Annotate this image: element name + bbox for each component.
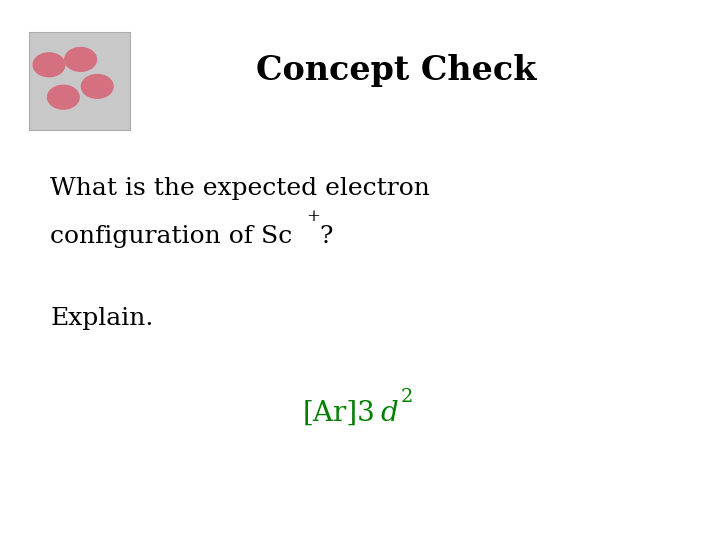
- Text: 2: 2: [400, 388, 413, 406]
- Text: What is the expected electron: What is the expected electron: [50, 178, 431, 200]
- Text: [Ar]3: [Ar]3: [302, 400, 375, 427]
- Text: Concept Check: Concept Check: [256, 53, 536, 87]
- Circle shape: [33, 53, 65, 77]
- Text: Explain.: Explain.: [50, 307, 154, 330]
- Circle shape: [81, 75, 113, 98]
- Text: +: +: [306, 208, 320, 225]
- Text: d: d: [380, 400, 398, 427]
- Circle shape: [65, 48, 96, 71]
- Text: configuration of Sc: configuration of Sc: [50, 225, 292, 248]
- Text: ?: ?: [319, 225, 333, 248]
- Circle shape: [48, 85, 79, 109]
- Bar: [29, 32, 130, 130]
